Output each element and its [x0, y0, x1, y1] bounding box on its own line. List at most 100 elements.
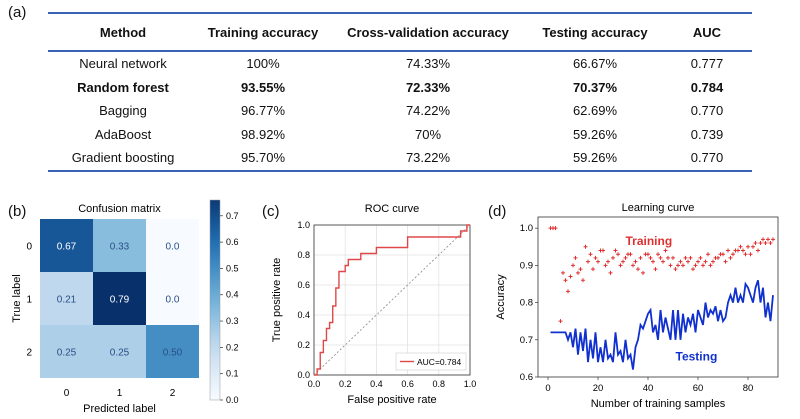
training-point — [648, 255, 653, 260]
training-point — [738, 244, 743, 249]
training-point — [653, 267, 658, 272]
x-tick-label: 0.4 — [370, 379, 383, 389]
training-point — [748, 252, 753, 257]
colorbar-tick-label: 0.7 — [226, 211, 239, 221]
table-cell: 70.37% — [572, 79, 618, 95]
training-point — [676, 263, 680, 268]
y-tick-label: 0.4 — [297, 310, 310, 320]
table-row: Bagging 96.77% 74.22% 62.69% 0.770 — [48, 99, 752, 123]
cell-label: 0.50 — [163, 348, 183, 359]
training-point — [636, 267, 640, 272]
training-point — [651, 259, 655, 264]
table-cell: 100% — [246, 56, 280, 72]
y-axis-label: True positive rate — [271, 258, 283, 343]
diagonal-reference-line — [313, 224, 471, 376]
roc-line — [314, 224, 470, 376]
y-tick-label: 0.6 — [520, 372, 533, 383]
training-point — [563, 278, 568, 283]
training-annotation: Training — [626, 234, 673, 248]
training-point — [621, 259, 625, 264]
table-header-row: Method Training accuracy Cross-validatio… — [48, 12, 752, 52]
cell-label: 0.21 — [57, 295, 77, 306]
table-cell: 59.26% — [528, 146, 662, 172]
y-tick-label: 1 — [26, 295, 32, 306]
heatmap-cell — [146, 272, 199, 325]
training-point — [633, 259, 638, 264]
x-tick-label: 40 — [643, 383, 654, 394]
chart-title: ROC curve — [365, 203, 419, 215]
table-cell: 0.777 — [690, 56, 724, 72]
training-point — [693, 263, 698, 268]
training-point — [656, 252, 660, 257]
table-cell: 95.70% — [198, 146, 328, 172]
colorbar-tick-label: 0.1 — [226, 369, 239, 379]
results-table: Method Training accuracy Cross-validatio… — [48, 12, 752, 172]
y-tick-label: 0.0 — [297, 370, 310, 380]
training-point — [686, 259, 690, 264]
cell-label: 0.0 — [166, 242, 180, 253]
colorbar-tick-label: 0.6 — [226, 237, 239, 247]
training-point — [646, 252, 650, 257]
training-point — [566, 289, 570, 294]
training-point — [576, 270, 580, 275]
y-tick-label: 0 — [26, 242, 32, 253]
training-point — [573, 255, 578, 260]
y-tick-label: 1.0 — [520, 223, 533, 234]
training-point — [658, 255, 663, 260]
training-point — [758, 241, 763, 246]
colorbar-tick-label: 0.3 — [226, 316, 239, 326]
x-tick-label: 0.0 — [308, 379, 321, 389]
header-cv-accuracy: Cross-validation accuracy — [328, 12, 528, 52]
table-cell: Random forest — [77, 79, 169, 95]
y-axis-label: Accuracy — [495, 274, 507, 320]
training-point — [741, 248, 745, 253]
training-point — [568, 274, 573, 279]
table-cell: 70% — [414, 126, 442, 142]
x-tick-label: 80 — [743, 383, 754, 394]
heatmap-cell — [146, 219, 199, 272]
training-point — [766, 237, 770, 242]
x-tick-label: 0.8 — [433, 379, 446, 389]
x-tick-label: 1.0 — [464, 379, 477, 389]
training-point — [753, 241, 758, 246]
training-point — [623, 255, 628, 260]
legend-box — [395, 352, 467, 371]
testing-annotation: Testing — [676, 349, 718, 363]
training-point — [591, 267, 595, 272]
training-point — [711, 259, 715, 264]
training-point — [668, 263, 673, 268]
y-tick-label: 0.2 — [297, 340, 310, 350]
panel-label-d: (d) — [488, 203, 507, 220]
cell-label: 0.25 — [110, 348, 130, 359]
legend-label: AUC=0.784 — [417, 357, 461, 367]
y-tick-label: 0.9 — [520, 260, 533, 271]
table-cell: 98.92% — [240, 126, 286, 142]
training-point — [603, 263, 608, 268]
table-cell: AdaBoost — [94, 126, 152, 142]
roc-curve-chart: ROC curve 0.0 0.2 0.4 0.6 0.8 1.0 0.0 0.2 0.4 0.6 0… — [271, 203, 477, 406]
table-cell: 0.784 — [690, 79, 724, 95]
table-cell: 72.33% — [405, 79, 451, 95]
y-tick-label: 0.8 — [297, 250, 310, 260]
training-point — [666, 255, 670, 260]
training-point — [561, 270, 565, 275]
training-point — [583, 244, 588, 249]
table-cell: 66.67% — [572, 56, 618, 72]
table-cell: 96.77% — [240, 103, 286, 119]
training-point — [608, 270, 613, 275]
training-point — [571, 263, 575, 268]
training-point — [691, 267, 695, 272]
cell-label: 0.25 — [57, 348, 77, 359]
heatmap-cell — [40, 325, 93, 378]
table-row: Random forest 93.55% 72.33% 70.37% 0.784 — [48, 76, 752, 100]
training-point — [771, 237, 775, 242]
cell-label: 0.79 — [110, 295, 130, 306]
testing-line — [550, 279, 774, 370]
table-cell: 74.22% — [405, 103, 451, 119]
header-training-accuracy: Training accuracy — [198, 12, 328, 52]
colorbar-tick-label: 0.2 — [226, 342, 239, 352]
training-point — [588, 252, 593, 257]
training-point — [631, 263, 635, 268]
heatmap-cell — [40, 272, 93, 325]
